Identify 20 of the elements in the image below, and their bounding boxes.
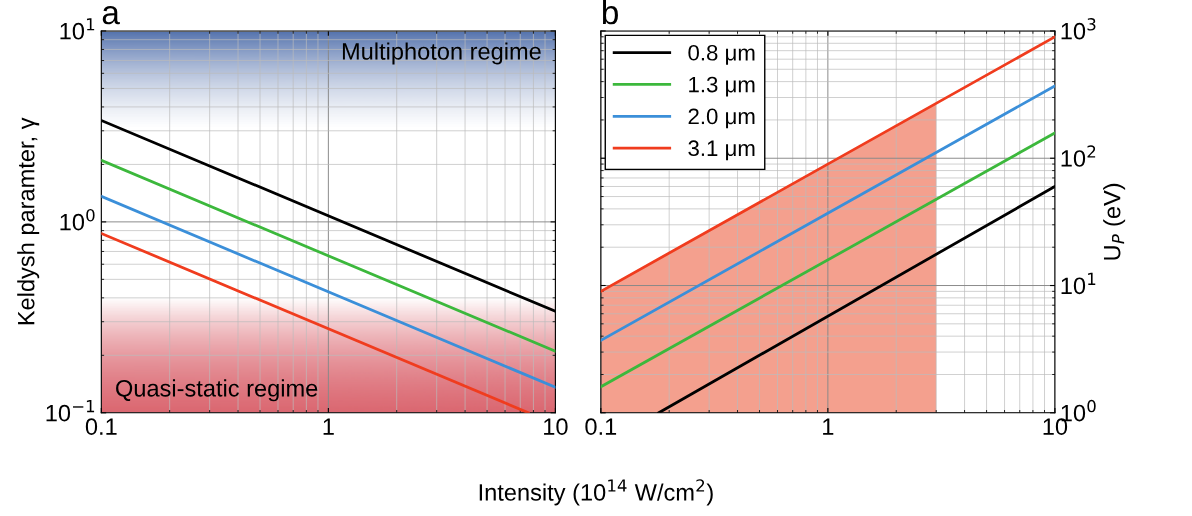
band-label: Multiphoton regime xyxy=(342,42,541,65)
legend-label: 1.3 μm xyxy=(689,76,755,97)
y-tick-label: 10$^{1}$ xyxy=(1061,272,1096,295)
band-label: Quasi-static regime xyxy=(116,379,318,402)
x-tick-label: 10 xyxy=(544,418,568,435)
legend-label: 2.0 μm xyxy=(688,108,755,129)
legend-label: 3.1 μm xyxy=(688,140,755,161)
y-tick-label: 10$^{3}$ xyxy=(1061,18,1096,40)
y-axis-title: Keldysh paramter, γ xyxy=(17,117,40,325)
legend-label: 0.8 μm xyxy=(688,44,755,65)
x-tick-label: 1 xyxy=(323,418,334,435)
x-tick-label: 0.1 xyxy=(585,418,617,435)
x-axis-title: Intensity (10$^{14}$ W/cm$^{2}$) xyxy=(479,479,713,506)
y-tick-label: 10$^{2}$ xyxy=(1061,145,1096,167)
chart-title: b xyxy=(602,0,618,25)
x-tick-label: 1 xyxy=(823,418,834,435)
y-tick-label: 10$^{0}$ xyxy=(60,208,95,231)
y-tick-label: 10$^{1}$ xyxy=(60,18,95,40)
y2-axis-title: U$_{P}$ (eV) xyxy=(1103,183,1126,260)
chart-title: a xyxy=(102,6,120,25)
